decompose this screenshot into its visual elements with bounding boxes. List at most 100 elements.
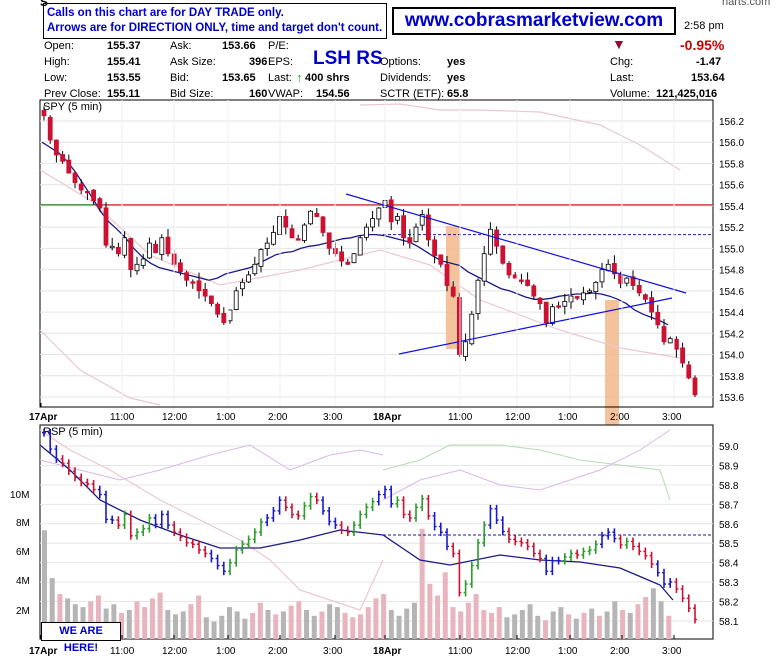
rsp-y-tick-label: 58.1 [719,617,739,628]
rsp-volume-bar [465,602,471,639]
spy-candle-body [655,311,661,326]
spy-candle-body [519,279,524,282]
rsp-volume-bar [550,611,556,639]
spy-candle-body [227,309,233,322]
open-value: 155.37 [107,40,141,52]
spy-x-tick-label: 1:00 [558,412,578,423]
spy-candle-body [122,237,127,256]
spy-candle-body [202,288,208,297]
rsp-volume-bar [219,615,225,639]
spy-candle-body [432,239,438,257]
rsp-volume-bar [49,578,55,639]
spy-candle-body [351,253,357,264]
spy-candle-body [624,277,630,284]
rsp-volume-bar [643,596,649,639]
website-link[interactable]: www.cobrasmarketview.com [392,7,676,35]
rsp-y-tick-label: 58.2 [719,598,739,609]
rsp-volume-tick-label: 10M [10,490,29,501]
spy-candle-body [562,301,568,307]
spy-x-tick-label: 2:00 [268,412,288,423]
rsp-volume-bar [119,612,125,639]
rsp-volume-bar [442,572,448,639]
spy-candle-body [177,262,183,273]
up-arrow-icon: ↑ [296,70,303,85]
ticker-label: LSH RS [313,48,383,69]
rsp-x-tick-label: 3:00 [323,646,343,657]
spy-x-tick-label: 18Apr [373,412,401,423]
ask-value: 153.66 [222,40,256,52]
spy-candle-body [301,224,307,241]
spy-highlight-zone [605,300,619,435]
rsp-volume-bar [211,621,217,639]
rsp-y-tick-label: 59.0 [719,442,739,453]
spy-candle-body [649,297,654,313]
spy-candle-body [252,263,258,275]
spy-x-tick-label: 3:00 [662,412,682,423]
vwap-value: 154.56 [316,88,350,100]
spy-candle-body [599,269,605,283]
last-trade-value: 400 shrs [305,72,350,84]
spy-candle-body [661,326,667,343]
rsp-volume-tick-label: 4M [16,576,30,587]
we-are-here-label: WE ARE HERE! [41,622,121,654]
spy-candle-body [345,261,351,265]
open-label: Open: [44,40,74,52]
spy-candle-body [456,297,462,355]
rsp-volume-bar [627,612,633,639]
spy-candle-body [314,212,320,217]
spy-x-tick-label: 1:00 [216,412,236,423]
spy-x-tick-label: 17Apr [29,412,57,423]
spy-candle-body [97,198,103,209]
spy-candle-body [289,228,295,239]
rsp-volume-bar [527,604,533,639]
rsp-volume-bar [157,592,163,639]
spy-candle-body [574,296,580,299]
rsp-volume-bar [558,607,564,639]
spy-upper-band [359,103,681,171]
bid-size-label: Bid Size: [170,88,214,100]
rsp-volume-bar [411,602,417,639]
spy-candle-body [450,286,456,297]
rsp-volume-bar [111,604,117,639]
spy-y-tick-label: 156.2 [719,117,744,128]
rsp-volume-bar [280,611,286,639]
spy-candle-body [60,154,65,162]
spy-candle-body [531,285,537,297]
pct-change-value: -0.95% [680,37,725,53]
spy-candle-body [593,281,599,293]
rsp-x-tick-label: 18Apr [373,646,401,657]
pe-label: P/E: [268,40,289,52]
options-label: Options: [380,56,421,68]
rsp-volume-bar [396,615,402,639]
spy-candle-body [215,303,221,315]
spy-candle-body [54,139,59,156]
spy-candle-body [692,377,698,396]
spy-candle-body [413,226,419,243]
spy-candle-body [525,279,530,286]
rsp-volume-bar [496,607,502,639]
rsp-volume-bar [134,601,140,639]
rsp-x-tick-label: 12:00 [505,646,530,657]
spy-candle-body [208,295,214,304]
spy-y-tick-label: 154.2 [719,329,744,340]
spy-y-tick-label: 155.6 [719,181,744,192]
rsp-volume-bar [535,615,541,639]
rsp-volume-bar [635,604,641,639]
spy-moving-average [41,141,669,326]
spy-y-tick-label: 155.4 [719,202,744,213]
rsp-y-tick-label: 58.9 [719,461,739,472]
spy-candle-body [196,280,202,292]
spy-x-tick-label: 11:00 [110,412,135,423]
rsp-volume-bar [481,610,487,639]
dividends-label: Dividends: [380,72,432,84]
spy-candle-body [320,216,326,233]
rsp-volume-bar [311,615,317,639]
spy-candle-body [581,292,586,301]
rsp-volume-bar [419,528,425,639]
spy-x-tick-label: 12:00 [162,412,187,423]
spy-candle-body [481,253,487,282]
spy-x-tick-label: 2:00 [610,412,630,423]
rsp-x-tick-label: 12:00 [162,646,187,657]
spy-candle-body [388,199,394,223]
